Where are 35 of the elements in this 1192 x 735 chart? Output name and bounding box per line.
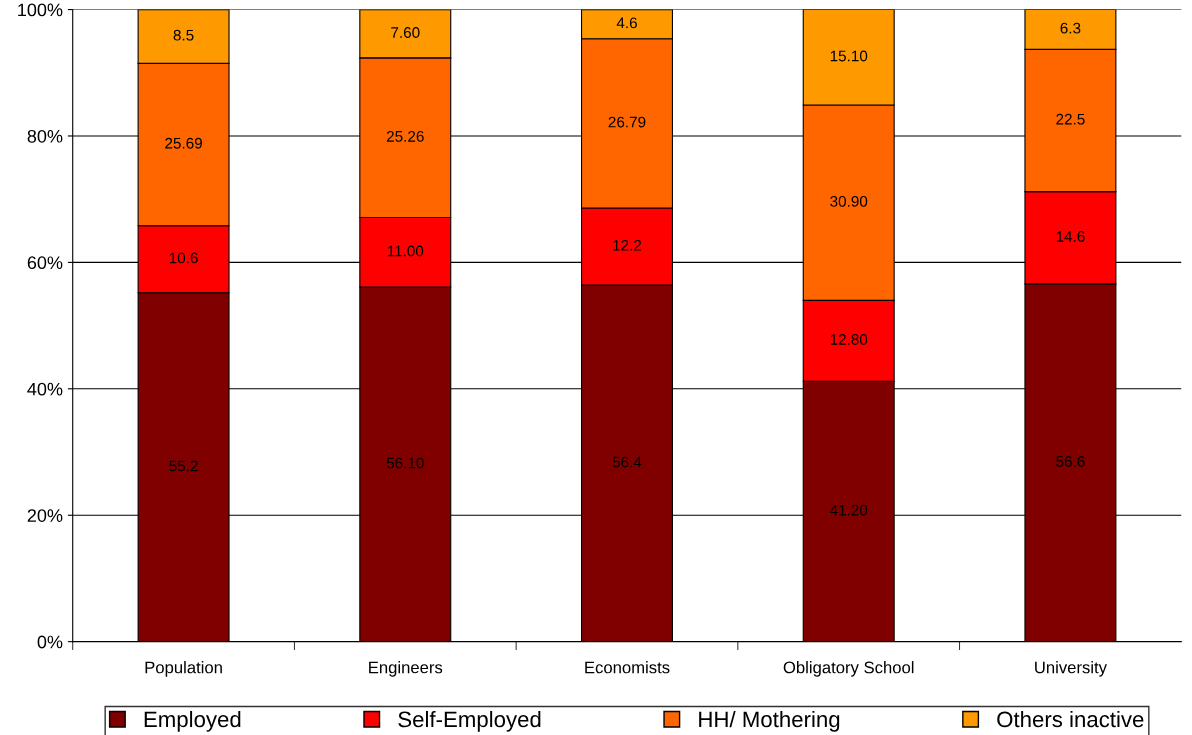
data-label: 41.20 — [829, 504, 868, 516]
data-label: 11.00 — [387, 245, 424, 257]
x-tick-label: University — [1035, 661, 1107, 677]
x-tick-label: Economists — [585, 661, 670, 674]
x-tick-label: Population — [145, 661, 222, 677]
legend-label: HH/ Mothering — [699, 710, 840, 732]
data-label: 8.5 — [173, 29, 194, 41]
data-label: 56.4 — [612, 456, 642, 468]
y-tick-label: 0% — [37, 635, 63, 649]
data-label: 7.60 — [391, 27, 420, 38]
data-label: 10.6 — [169, 252, 198, 264]
y-tick-label: 40% — [27, 382, 63, 396]
data-label: 4.6 — [616, 17, 637, 29]
data-label: 26.79 — [608, 116, 646, 128]
data-label: 25.26 — [386, 130, 424, 142]
data-label: 55.2 — [169, 460, 198, 472]
legend-label: Others inactive — [997, 710, 1144, 728]
data-label: 12.2 — [613, 239, 642, 251]
x-tick-label: Obligatory School — [783, 661, 914, 677]
data-label: 22.5 — [1056, 113, 1085, 125]
y-tick-label: 100% — [18, 3, 63, 17]
y-tick-label: 20% — [27, 509, 63, 522]
data-label: 15.10 — [830, 50, 868, 62]
data-label: 56.6 — [1056, 456, 1085, 467]
data-label: 12.80 — [830, 334, 868, 345]
data-label: 14.6 — [1056, 231, 1085, 242]
data-label: 56.10 — [386, 457, 424, 469]
legend-label: Self-Employed — [398, 710, 541, 732]
x-tick-label: Engineers — [369, 661, 443, 677]
y-tick-label: 80% — [27, 129, 63, 143]
y-tick-label: 60% — [27, 256, 63, 270]
data-label: 25.69 — [165, 137, 202, 149]
data-label: 30.90 — [830, 195, 868, 207]
data-label: 6.3 — [1060, 22, 1081, 34]
legend-label: Employed — [144, 710, 241, 732]
